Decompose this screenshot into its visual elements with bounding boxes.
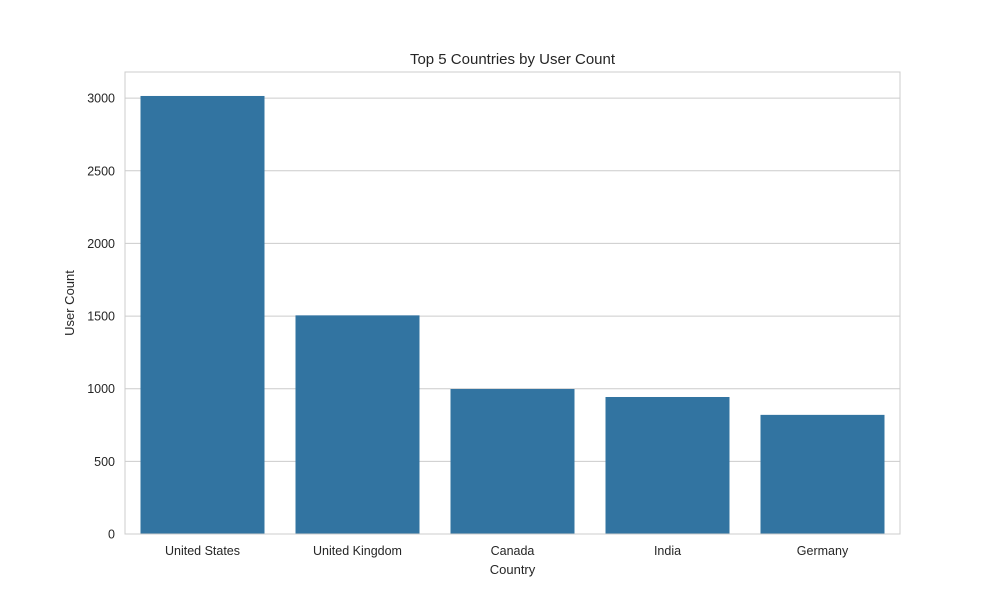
x-tick-label: Canada [491,544,535,558]
x-tick-label: India [654,544,681,558]
y-tick-label: 2000 [87,237,115,251]
y-tick-label: 1500 [87,310,115,324]
x-axis-label: Country [490,562,536,577]
y-tick-label: 3000 [87,92,115,106]
bar [295,315,420,534]
y-axis-label: User Count [62,270,77,336]
x-tick-label: Germany [797,544,849,558]
bars [140,95,885,535]
x-tick-label: United Kingdom [313,544,402,558]
y-axis-ticks: 0 500 1000 1500 2000 2500 3000 [87,92,115,542]
y-tick-label: 0 [108,528,115,542]
plot-frame [124,71,901,535]
bar [140,95,265,535]
bar [605,396,730,534]
y-tick-label: 500 [94,455,115,469]
chart-title: Top 5 Countries by User Count [410,51,616,68]
x-tick-label: United States [165,544,240,558]
bar [760,414,885,534]
bar [450,389,575,534]
y-tick-label: 1000 [87,382,115,396]
x-axis-ticks: United States United Kingdom Canada India Ge… [165,544,849,558]
y-tick-label: 2500 [87,164,115,178]
